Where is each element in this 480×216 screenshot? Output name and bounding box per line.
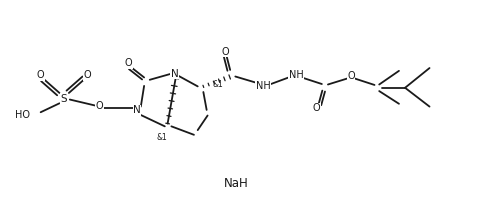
Text: O: O bbox=[312, 103, 320, 113]
Text: S: S bbox=[61, 94, 67, 104]
Text: O: O bbox=[96, 101, 103, 111]
Text: N: N bbox=[133, 105, 141, 115]
Text: O: O bbox=[84, 70, 91, 80]
Text: O: O bbox=[37, 70, 44, 80]
Text: O: O bbox=[221, 47, 229, 57]
Text: NaH: NaH bbox=[223, 177, 248, 190]
Text: NH: NH bbox=[288, 70, 303, 80]
Text: N: N bbox=[170, 69, 178, 79]
Text: O: O bbox=[347, 71, 354, 81]
Text: &1: &1 bbox=[156, 133, 167, 142]
Text: O: O bbox=[124, 58, 132, 68]
Text: NH: NH bbox=[255, 81, 270, 91]
Text: &1: &1 bbox=[212, 80, 223, 89]
Text: HO: HO bbox=[15, 110, 30, 120]
